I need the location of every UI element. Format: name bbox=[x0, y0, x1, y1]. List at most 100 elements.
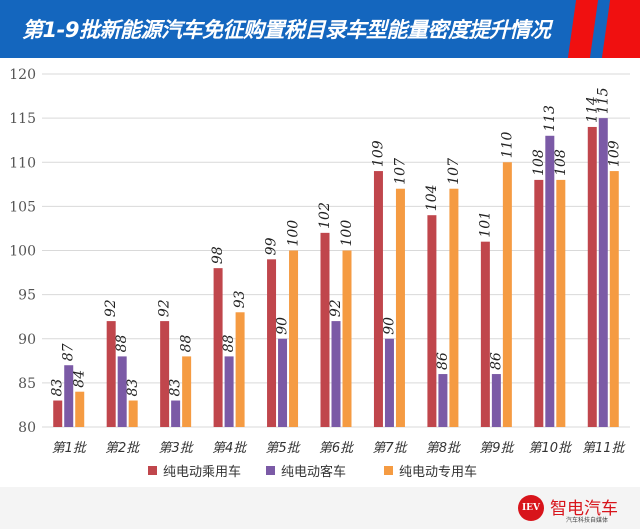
brand-subtitle: 汽车科技自媒体 bbox=[566, 517, 609, 524]
title-bar: 第1-9批新能源汽车免征购置税目录车型能量密度提升情况 bbox=[0, 0, 640, 58]
bar-2 bbox=[224, 356, 234, 427]
x-tick-label: 第3批 bbox=[158, 441, 194, 456]
y-tick-label: 120 bbox=[9, 67, 36, 83]
data-label: 101 bbox=[477, 211, 493, 238]
data-label: 99 bbox=[264, 237, 280, 255]
bar-2 bbox=[117, 356, 127, 427]
data-label: 93 bbox=[232, 290, 248, 308]
brand-name: 智电汽车 bbox=[550, 499, 618, 519]
bar-2 bbox=[545, 135, 555, 427]
bar-1 bbox=[320, 232, 330, 427]
legend-swatch bbox=[266, 466, 275, 475]
bar-3 bbox=[502, 162, 512, 427]
bar-3 bbox=[342, 250, 352, 427]
bar-3 bbox=[182, 356, 192, 427]
bar-3 bbox=[289, 250, 299, 427]
y-tick-label: 85 bbox=[18, 376, 36, 392]
data-label: 92 bbox=[328, 299, 344, 317]
bar-3 bbox=[449, 188, 459, 427]
data-label: 100 bbox=[339, 220, 355, 247]
data-label: 88 bbox=[221, 334, 237, 352]
data-label: 90 bbox=[275, 317, 291, 335]
y-tick-label: 80 bbox=[18, 420, 36, 436]
y-tick-label: 90 bbox=[18, 332, 36, 348]
legend-label: 纯电动乘用车 bbox=[163, 464, 241, 480]
data-label: 88 bbox=[179, 334, 195, 352]
data-label: 110 bbox=[499, 131, 515, 158]
bar-1 bbox=[587, 126, 597, 427]
data-label: 88 bbox=[114, 334, 130, 352]
data-label: 107 bbox=[446, 158, 462, 185]
data-label: 87 bbox=[61, 343, 77, 361]
bar-2 bbox=[64, 365, 74, 427]
data-label: 113 bbox=[542, 105, 558, 132]
bar-1 bbox=[106, 321, 116, 427]
bar-2 bbox=[171, 400, 181, 427]
x-tick-label: 第11批 bbox=[582, 441, 627, 456]
data-label: 86 bbox=[488, 352, 504, 370]
data-label: 83 bbox=[168, 379, 184, 397]
data-label: 108 bbox=[553, 149, 569, 176]
bar-1 bbox=[53, 400, 63, 427]
x-tick-label: 第9批 bbox=[479, 441, 515, 456]
data-label: 92 bbox=[157, 299, 173, 317]
x-tick-label: 第7批 bbox=[372, 441, 408, 456]
bar-chart: 80 85 90 95 100 105 110 115 120 83 87 84 第1批 92 88 83 第2… bbox=[9, 67, 630, 480]
x-tick-label: 第10批 bbox=[529, 441, 574, 456]
data-label: 115 bbox=[595, 87, 611, 114]
x-tick-label: 第1批 bbox=[52, 441, 88, 456]
chart-title: 第1-9批新能源汽车免征购置税目录车型能量密度提升情况 bbox=[22, 18, 551, 42]
data-label: 98 bbox=[210, 246, 226, 264]
y-tick-label: 110 bbox=[9, 155, 36, 171]
red-stripe bbox=[601, 0, 640, 58]
brand-logo: IEV bbox=[518, 495, 544, 521]
data-label: 109 bbox=[370, 140, 386, 167]
legend-label: 纯电动专用车 bbox=[399, 464, 477, 480]
bar-3 bbox=[128, 400, 138, 427]
data-label: 102 bbox=[317, 202, 333, 229]
bar-1 bbox=[534, 179, 544, 427]
bar-3 bbox=[609, 171, 619, 427]
bar-2 bbox=[438, 374, 448, 427]
footer bbox=[0, 487, 640, 529]
bar-2 bbox=[598, 118, 608, 427]
red-stripe bbox=[567, 0, 599, 58]
bar-3 bbox=[556, 179, 566, 427]
data-label: 109 bbox=[606, 140, 622, 167]
bar-1 bbox=[160, 321, 170, 427]
data-label: 104 bbox=[424, 184, 440, 211]
data-label: 92 bbox=[103, 299, 119, 317]
data-label: 83 bbox=[50, 379, 66, 397]
bar-3 bbox=[75, 391, 85, 427]
data-label: 114 bbox=[584, 96, 600, 123]
legend-swatch bbox=[148, 466, 157, 475]
bar-1 bbox=[373, 171, 383, 427]
bar-1 bbox=[480, 241, 490, 427]
bar-2 bbox=[331, 321, 341, 427]
x-tick-label: 第2批 bbox=[105, 441, 141, 456]
x-tick-label: 第5批 bbox=[265, 441, 301, 456]
data-label: 84 bbox=[72, 370, 88, 388]
x-tick-label: 第8批 bbox=[426, 441, 462, 456]
data-label: 107 bbox=[392, 158, 408, 185]
bar-1 bbox=[213, 268, 223, 427]
bar-3 bbox=[395, 188, 405, 427]
bar-1 bbox=[267, 259, 277, 427]
y-tick-label: 100 bbox=[9, 244, 36, 260]
data-label: 83 bbox=[125, 379, 141, 397]
y-tick-label: 95 bbox=[18, 288, 36, 304]
y-tick-label: 105 bbox=[9, 199, 36, 215]
data-label: 86 bbox=[435, 352, 451, 370]
bar-2 bbox=[384, 338, 394, 427]
bar-1 bbox=[427, 215, 437, 427]
legend-label: 纯电动客车 bbox=[281, 464, 346, 480]
bar-3 bbox=[235, 312, 245, 427]
bar-2 bbox=[278, 338, 288, 427]
y-tick-label: 115 bbox=[9, 111, 36, 127]
data-label: 108 bbox=[531, 149, 547, 176]
data-label: 100 bbox=[286, 220, 302, 247]
bar-2 bbox=[491, 374, 501, 427]
x-tick-label: 第6批 bbox=[319, 441, 355, 456]
x-tick-label: 第4批 bbox=[212, 441, 248, 456]
legend-swatch bbox=[384, 466, 393, 475]
